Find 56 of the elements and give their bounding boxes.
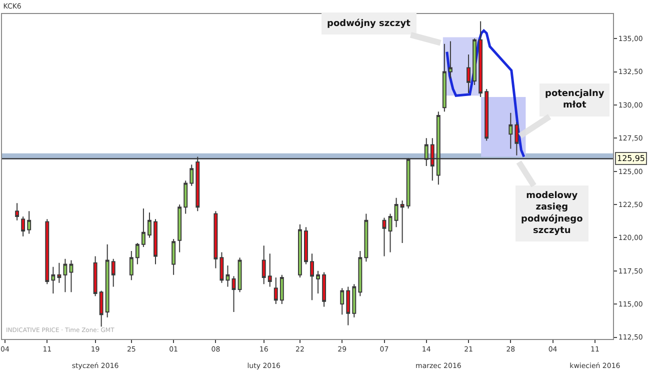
candlestick	[382, 217, 386, 257]
candlestick	[57, 262, 62, 284]
candlestick	[238, 257, 242, 293]
candlestick	[508, 112, 513, 150]
candlestick	[298, 224, 302, 278]
candlestick	[352, 284, 356, 318]
candlestick	[190, 164, 194, 186]
candlestick	[358, 250, 362, 297]
annotation: potencjalny młot	[545, 89, 604, 111]
candlestick	[310, 253, 314, 301]
candlestick	[226, 265, 230, 288]
candlestick	[129, 250, 134, 281]
candlestick	[141, 208, 146, 248]
candlestick	[340, 288, 344, 316]
annotation: modelowy zasięg podwójnego szczytu	[521, 191, 583, 236]
candlestick	[346, 286, 350, 326]
candlestick	[51, 266, 56, 294]
annotation: podwójny szczyt	[327, 18, 412, 29]
candlestick	[388, 213, 392, 253]
candlestick	[364, 213, 368, 262]
candlestick	[69, 260, 74, 293]
candlestick	[442, 43, 446, 112]
candlestick	[111, 258, 116, 288]
candlestick	[514, 122, 519, 156]
candlestick	[63, 258, 68, 293]
candlestick	[21, 216, 26, 237]
candlestick	[45, 218, 50, 285]
candlestick	[316, 270, 320, 294]
candlestick	[27, 210, 32, 234]
candlestick	[466, 54, 470, 94]
candlestick	[280, 274, 284, 305]
candlestick	[274, 277, 278, 305]
candlestick	[322, 272, 326, 308]
candlestick	[232, 276, 236, 313]
candlestick	[448, 40, 452, 79]
candlestick	[105, 244, 110, 318]
candlestick	[268, 253, 272, 288]
candlestick	[148, 212, 152, 238]
candlestick	[99, 290, 104, 328]
candlestick	[484, 88, 489, 142]
candlestick	[214, 210, 218, 269]
candlestick	[262, 245, 266, 285]
candlestick	[478, 20, 483, 98]
candlestick	[472, 38, 477, 86]
candlestick	[172, 238, 176, 276]
candlestick	[304, 226, 308, 265]
candlestick	[220, 252, 224, 284]
candlestick	[93, 256, 98, 297]
candlestick	[184, 180, 188, 214]
candlestick	[15, 202, 20, 221]
ref-line-label: 125,95	[617, 154, 645, 163]
candlestick	[135, 242, 140, 265]
candlestick	[154, 218, 158, 265]
candlestick	[178, 204, 182, 253]
candlestick	[394, 197, 398, 228]
candlestick	[400, 200, 404, 244]
